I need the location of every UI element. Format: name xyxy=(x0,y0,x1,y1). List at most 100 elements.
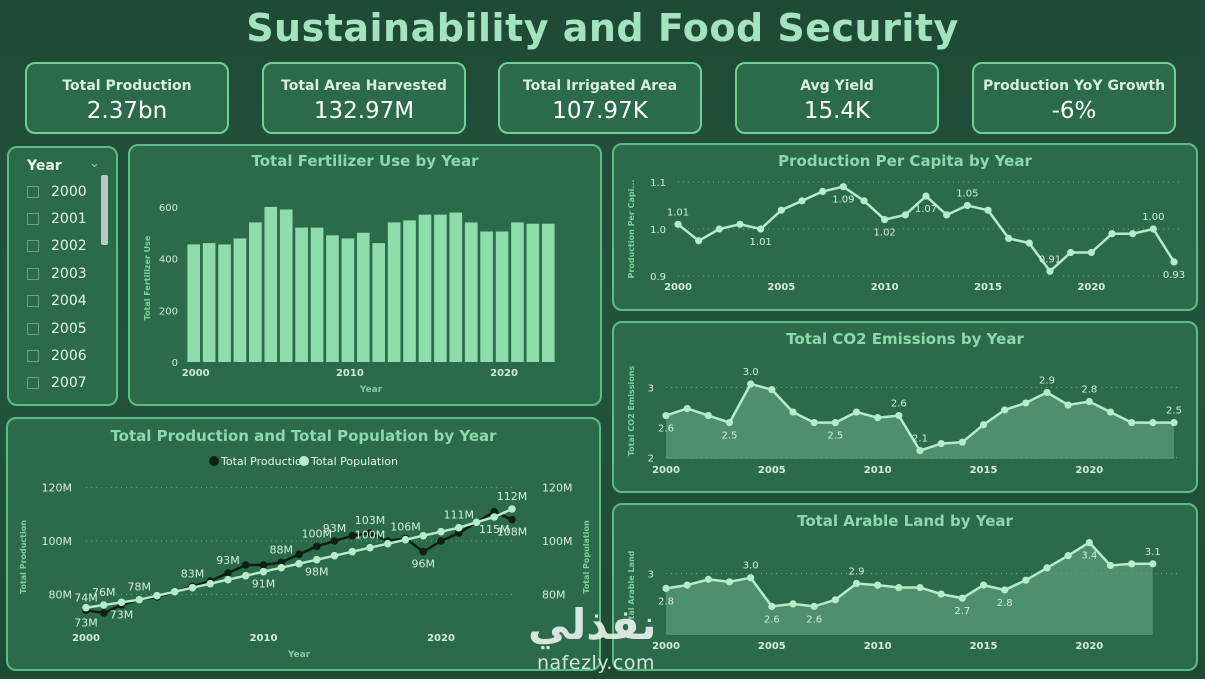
bar xyxy=(233,238,247,362)
chevron-down-icon[interactable]: ⌄ xyxy=(89,156,100,171)
data-point xyxy=(1064,552,1072,560)
data-label: 1.01 xyxy=(750,237,772,248)
bar xyxy=(310,227,324,362)
slicer-item[interactable]: 2005 xyxy=(27,315,87,342)
data-point xyxy=(490,513,499,521)
data-point xyxy=(437,527,445,536)
y-axis-label: Total Fertilizer Use xyxy=(143,235,152,320)
slicer-item[interactable]: 2007 xyxy=(27,370,87,397)
chart-title: Total Fertilizer Use by Year xyxy=(251,152,479,170)
slicer-item[interactable]: 2004 xyxy=(27,288,87,315)
data-label: 91M xyxy=(252,578,276,591)
slicer-item[interactable]: 2000 xyxy=(27,178,87,205)
bar xyxy=(249,222,262,362)
y-axis-label-right: Total Population xyxy=(582,520,591,594)
data-label: 2.7 xyxy=(954,606,970,617)
data-label: 106M xyxy=(390,521,421,534)
kpi-value: 15.4K xyxy=(803,98,871,124)
data-point xyxy=(401,535,410,544)
kpi-card-total-irrigated-area[interactable]: Total Irrigated Area 107.97K xyxy=(498,62,702,134)
data-point xyxy=(943,211,951,219)
data-label: 88M xyxy=(270,543,294,556)
data-point xyxy=(979,581,988,589)
data-point xyxy=(259,561,268,569)
kpi-value: -6% xyxy=(1051,98,1097,124)
chart-title: Total Production and Total Population by… xyxy=(110,427,497,445)
data-point xyxy=(768,602,776,610)
bar xyxy=(511,222,524,362)
page-title: Sustainability and Food Security xyxy=(246,6,959,50)
checkbox[interactable] xyxy=(27,350,39,363)
slicer-item[interactable]: 2006 xyxy=(27,342,87,369)
slicer-scrollbar[interactable] xyxy=(101,175,108,245)
checkbox[interactable] xyxy=(27,240,39,253)
data-point xyxy=(916,583,924,592)
data-point xyxy=(979,421,988,429)
bar xyxy=(464,222,478,362)
y-axis-label: Total Arable Land xyxy=(627,550,636,629)
data-label: 96M xyxy=(412,558,436,571)
y-tick-label: 1.0 xyxy=(650,225,666,236)
y-axis-label: Total CO2 Emissions xyxy=(627,366,636,457)
year-slicer[interactable]: Year ⌄ 2000 2001 2002 2003 2004 2005 200… xyxy=(7,146,118,406)
x-axis-label: Year xyxy=(287,650,311,660)
data-point xyxy=(383,539,392,548)
arable-chart-panel[interactable]: Total Arable Land by Year 3 2000 2005 2010 2… xyxy=(612,503,1198,671)
x-tick-label: 2000 xyxy=(72,633,100,644)
checkbox[interactable] xyxy=(27,185,39,198)
fertilizer-chart-panel[interactable]: Total Fertilizer Use by Year 0 200 400 600 2… xyxy=(128,144,602,406)
data-label: 83M xyxy=(181,567,205,580)
data-label: 2.9 xyxy=(1039,375,1055,386)
slicer-item[interactable]: 2002 xyxy=(27,233,87,260)
data-point xyxy=(1046,267,1054,275)
data-label: 2.5 xyxy=(722,431,738,442)
slicer-item-label: 2003 xyxy=(51,265,87,282)
kpi-card-avg-yield[interactable]: Avg Yield 15.4K xyxy=(735,62,939,134)
checkbox[interactable] xyxy=(27,377,39,390)
y-tick-label-right: 120M xyxy=(542,482,573,495)
data-point xyxy=(881,216,889,224)
prodpop-chart-panel[interactable]: Total Production and Total Population by… xyxy=(6,417,601,671)
percapita-chart-panel[interactable]: Production Per Capita by Year 0.9 1.0 1.1 2… xyxy=(612,143,1198,311)
chart-title: Total Arable Land by Year xyxy=(797,512,1013,530)
data-point xyxy=(662,584,670,592)
checkbox[interactable] xyxy=(27,322,39,335)
chart-title: Total CO2 Emissions by Year xyxy=(786,330,1024,348)
data-point xyxy=(958,438,966,446)
kpi-card-production-yoy-growth[interactable]: Production YoY Growth -6% xyxy=(972,62,1176,134)
data-label: 2.6 xyxy=(891,399,907,410)
kpi-value: 132.97M xyxy=(313,98,415,124)
data-point xyxy=(963,201,971,210)
data-point xyxy=(1025,239,1033,247)
data-point xyxy=(789,408,797,416)
checkbox[interactable] xyxy=(27,295,39,308)
slicer-item[interactable]: 2003 xyxy=(27,260,87,287)
data-point xyxy=(437,537,445,545)
data-point xyxy=(1106,561,1115,570)
co2-chart-panel[interactable]: Total CO2 Emissions by Year 2 3 2000 2005 20… xyxy=(612,321,1198,493)
arable-chart: 3 2000 2005 2010 2015 2020 Total Arable Land 2.… xyxy=(627,538,1180,652)
kpi-label: Production YoY Growth xyxy=(982,78,1166,94)
bar xyxy=(418,214,432,362)
data-label: 100M xyxy=(302,527,333,540)
bar xyxy=(295,227,308,362)
data-point xyxy=(508,505,516,513)
bar xyxy=(403,220,416,362)
data-point xyxy=(1128,560,1136,568)
kpi-card-total-production[interactable]: Total Production 2.37bn xyxy=(25,62,229,134)
legend-label: Total Population xyxy=(310,455,398,468)
x-tick-label: 2000 xyxy=(652,465,680,476)
data-point xyxy=(295,550,303,559)
data-point xyxy=(366,543,374,552)
checkbox[interactable] xyxy=(27,213,39,226)
data-point xyxy=(1067,248,1075,257)
data-point xyxy=(683,404,691,413)
bar xyxy=(279,209,293,362)
x-tick-label: 2005 xyxy=(758,465,786,476)
checkbox[interactable] xyxy=(27,267,39,280)
slicer-item-label: 2007 xyxy=(51,375,87,392)
slicer-item[interactable]: 2001 xyxy=(27,205,87,232)
data-point xyxy=(1128,418,1136,427)
kpi-card-total-area-harvested[interactable]: Total Area Harvested 132.97M xyxy=(262,62,466,134)
x-tick-label: 2020 xyxy=(427,633,455,644)
